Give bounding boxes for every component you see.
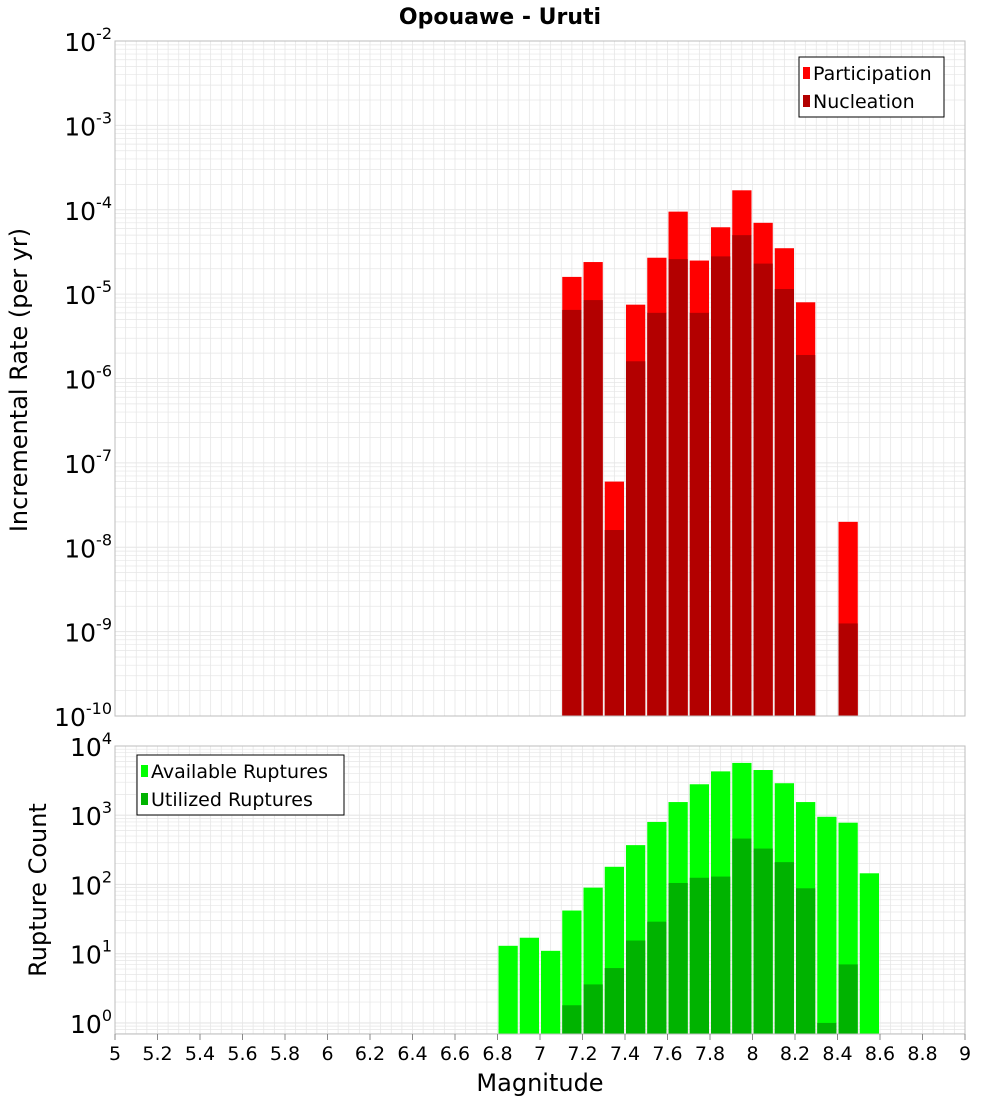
x-tick-label: 6.4 [397,1043,427,1065]
bar-nucleation [668,259,688,716]
rate-y-axis-title: Incremental Rate (per yr) [5,228,33,532]
x-tick-label: 9 [959,1043,971,1065]
x-tick-label: 8 [746,1043,758,1065]
count-y-axis-title: Rupture Count [24,803,52,977]
y-tick-label: 100 [70,1006,112,1039]
bar-utilized-ruptures [562,1005,582,1034]
legend: Participation Nucleation [798,56,945,118]
bar-nucleation [711,256,731,716]
bar-nucleation [774,289,794,716]
x-tick-label: 6.2 [355,1043,385,1065]
x-tick-label: 5.8 [270,1043,300,1065]
y-tick-label: 104 [70,729,112,762]
bar-nucleation [583,300,603,716]
bar-nucleation [647,312,667,716]
y-tick-label: 10-4 [64,193,112,226]
bar-available-ruptures [817,816,837,1034]
bar-nucleation [689,312,709,716]
legend-box [798,56,945,118]
legend-swatch [803,95,810,107]
y-tick-label: 101 [70,937,112,970]
x-tick-label: 6 [321,1043,333,1065]
bar-available-ruptures [541,950,561,1034]
y-tick-label: 10-5 [64,277,112,310]
plot-frame [114,40,966,717]
bar-utilized-ruptures [689,877,709,1034]
y-tick-label: 10-9 [64,615,112,648]
x-axis: 5 5.2 5.4 5.6 5.8 6 6.2 6.4 6.6 6.8 7 7.2 7.4 7.6 7.8 8… [109,1034,971,1065]
bar-utilized-ruptures [774,862,794,1034]
bar-nucleation [732,235,752,716]
x-tick-label: 7.8 [695,1043,725,1065]
x-tick-label: 5 [109,1043,121,1065]
x-tick-label: 5.4 [185,1043,215,1065]
legend-swatch [803,67,810,79]
count-panel: 104 103 102 101 100 Available Ruptures Utilize… [70,729,966,1039]
bar-utilized-ruptures [668,882,688,1034]
legend-swatch [141,793,148,805]
bar-utilized-ruptures [796,888,816,1034]
x-axis-title: Magnitude [476,1069,603,1097]
x-tick-label: 8.2 [780,1043,810,1065]
bar-available-ruptures [519,937,539,1034]
bar-utilized-ruptures [647,921,667,1034]
legend-label: Utilized Ruptures [151,789,313,811]
chart-title: Opouawe - Uruti [399,5,601,30]
bar-nucleation [796,354,816,716]
bar-nucleation [753,263,773,716]
legend-label: Nucleation [813,91,915,113]
x-tick-label: 5.6 [227,1043,257,1065]
legend-label: Participation [813,63,932,85]
bar-utilized-ruptures [732,838,752,1034]
bar-available-ruptures [498,945,518,1034]
bar-available-ruptures [859,873,879,1034]
y-tick-label: 103 [70,798,112,831]
legend-box [136,754,345,816]
x-tick-label: 6.6 [440,1043,470,1065]
legend-swatch [141,765,148,777]
rate-panel: 10-2 10-3 10-4 10-5 10-6 10-7 10-8 10-9 10-10 Par… [54,24,966,732]
bar-utilized-ruptures [583,984,603,1034]
bar-utilized-ruptures [817,1022,837,1034]
legend-label: Available Ruptures [151,761,328,783]
x-tick-label: 8.8 [907,1043,937,1065]
x-tick-label: 7 [534,1043,546,1065]
x-tick-label: 8.6 [865,1043,895,1065]
y-tick-label: 10-3 [64,108,112,141]
bar-utilized-ruptures [753,848,773,1034]
bar-nucleation [562,309,582,716]
y-tick-label: 10-8 [64,530,112,563]
bar-available-ruptures [562,910,582,1034]
bar-utilized-ruptures [626,940,646,1034]
bar-utilized-ruptures [838,964,858,1034]
bar-utilized-ruptures [711,876,731,1034]
x-tick-label: 7.6 [652,1043,682,1065]
bar-nucleation [626,361,646,716]
bar-utilized-ruptures [604,968,624,1034]
x-tick-label: 7.4 [610,1043,640,1065]
x-tick-label: 8.4 [822,1043,852,1065]
y-tick-label: 102 [70,867,112,900]
x-tick-label: 7.2 [567,1043,597,1065]
legend: Available Ruptures Utilized Ruptures [136,754,345,816]
y-tick-label: 10-7 [64,446,112,479]
x-tick-label: 5.2 [142,1043,172,1065]
x-tick-label: 6.8 [482,1043,512,1065]
bar-nucleation [604,530,624,716]
bar-nucleation [838,623,858,716]
y-tick-label: 10-10 [54,699,112,732]
y-tick-label: 10-6 [64,362,112,395]
y-tick-label: 10-2 [64,24,112,57]
